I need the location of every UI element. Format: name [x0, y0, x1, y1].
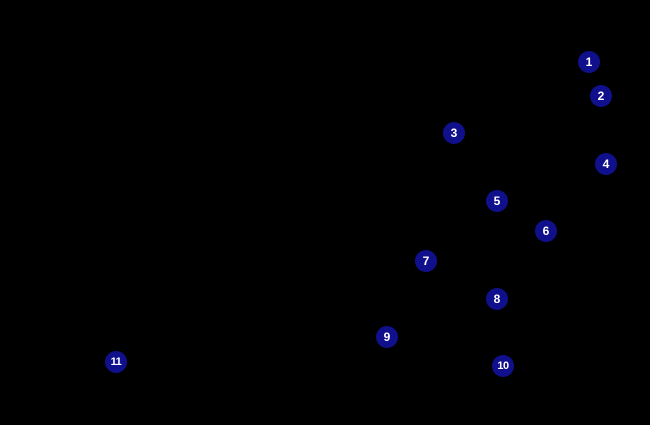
marker-3[interactable]: 3: [443, 122, 465, 144]
marker-9[interactable]: 9: [376, 326, 398, 348]
marker-1[interactable]: 1: [578, 51, 600, 73]
marker-5[interactable]: 5: [486, 190, 508, 212]
marker-8[interactable]: 8: [486, 288, 508, 310]
marker-4[interactable]: 4: [595, 153, 617, 175]
marker-11[interactable]: 11: [105, 351, 127, 373]
marker-10[interactable]: 10: [492, 355, 514, 377]
marker-7[interactable]: 7: [415, 250, 437, 272]
marker-6[interactable]: 6: [535, 220, 557, 242]
marker-2[interactable]: 2: [590, 85, 612, 107]
